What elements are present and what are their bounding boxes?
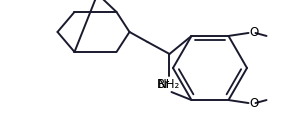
Text: NH₂: NH₂ [158, 78, 181, 91]
Text: O: O [249, 26, 259, 39]
Text: O: O [249, 97, 259, 110]
Text: Br: Br [157, 78, 171, 91]
